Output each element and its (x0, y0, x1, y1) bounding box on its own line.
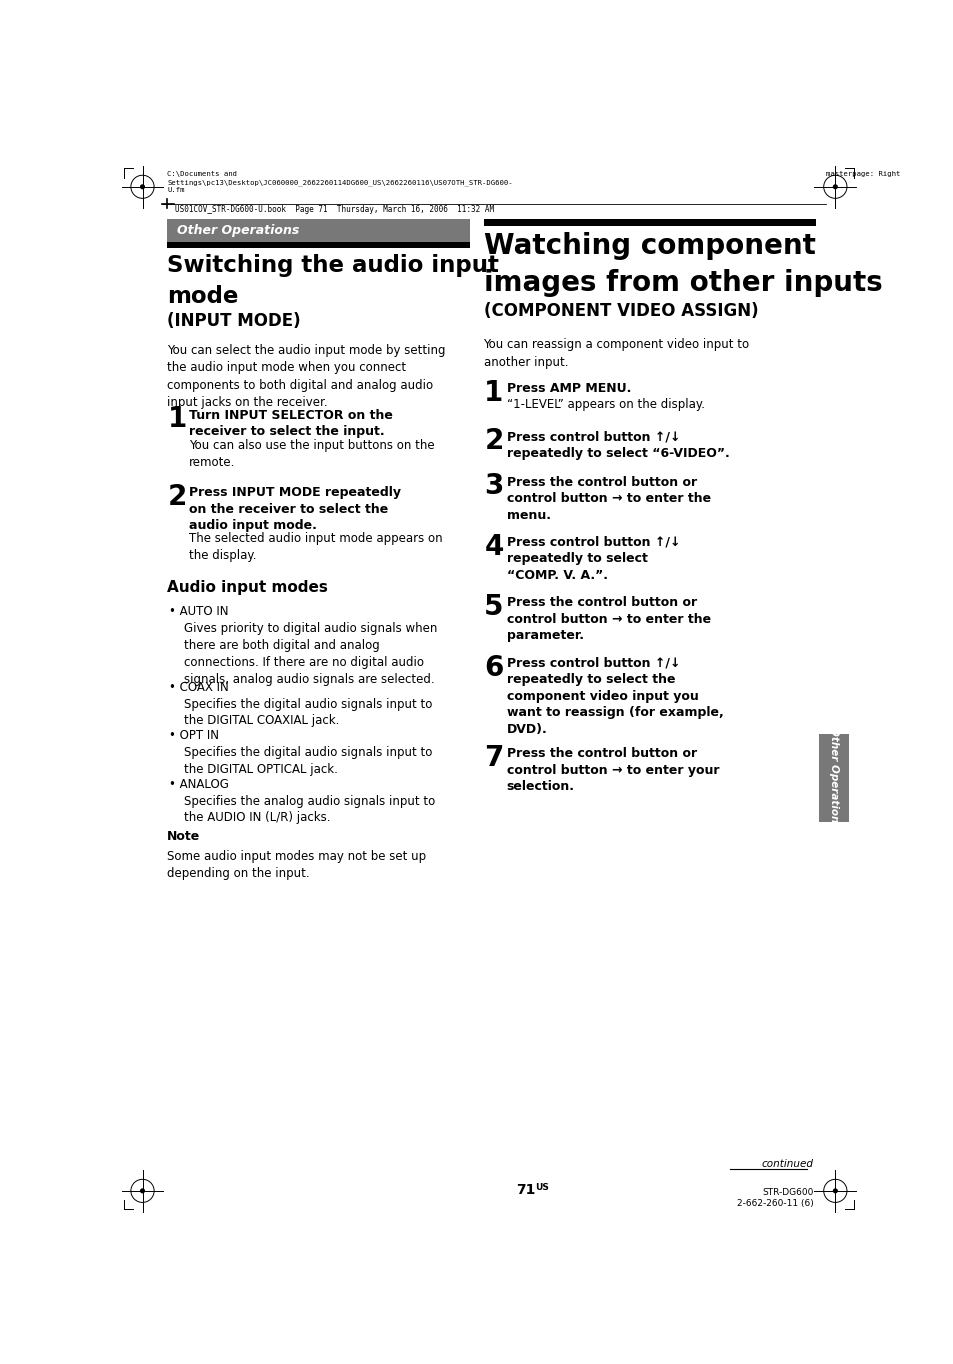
Text: Specifies the digital audio signals input to
the DIGITAL OPTICAL jack.: Specifies the digital audio signals inpu… (184, 746, 433, 776)
Text: mode: mode (167, 285, 238, 307)
Circle shape (832, 1188, 837, 1194)
Text: continued: continued (760, 1159, 813, 1169)
Text: Press control button ↑/↓
repeatedly to select “6-VIDEO”.: Press control button ↑/↓ repeatedly to s… (506, 430, 729, 460)
Bar (483, 220, 815, 226)
Text: Gives priority to digital audio signals when
there are both digital and analog
c: Gives priority to digital audio signals … (184, 622, 437, 686)
Text: 4: 4 (484, 533, 503, 561)
Text: 5: 5 (484, 593, 503, 622)
Bar (167, 243, 469, 248)
Text: Press control button ↑/↓
repeatedly to select the
component video input you
want: Press control button ↑/↓ repeatedly to s… (506, 657, 722, 735)
Text: Switching the audio input: Switching the audio input (167, 254, 498, 277)
Text: Press INPUT MODE repeatedly
on the receiver to select the
audio input mode.: Press INPUT MODE repeatedly on the recei… (189, 487, 400, 532)
Text: Turn INPUT SELECTOR on the
receiver to select the input.: Turn INPUT SELECTOR on the receiver to s… (189, 409, 393, 438)
Text: (COMPONENT VIDEO ASSIGN): (COMPONENT VIDEO ASSIGN) (483, 301, 758, 319)
Text: Press control button ↑/↓
repeatedly to select
“COMP. V. A.”.: Press control button ↑/↓ repeatedly to s… (506, 536, 679, 582)
Text: You can reassign a component video input to
another input.: You can reassign a component video input… (483, 338, 749, 370)
Text: 1: 1 (484, 379, 503, 408)
Text: Note: Note (167, 831, 200, 843)
Text: masterpage: Right: masterpage: Right (825, 172, 900, 177)
Text: US: US (535, 1183, 549, 1192)
Text: Press AMP MENU.: Press AMP MENU. (506, 382, 631, 396)
Text: • ANALOG: • ANALOG (169, 777, 229, 791)
Text: 6: 6 (484, 653, 503, 682)
Text: Some audio input modes may not be set up
depending on the input.: Some audio input modes may not be set up… (167, 850, 426, 880)
Text: Other Operations: Other Operations (176, 224, 298, 237)
Text: Specifies the analog audio signals input to
the AUDIO IN (L/R) jacks.: Specifies the analog audio signals input… (184, 795, 436, 824)
Text: 71: 71 (516, 1183, 535, 1198)
Text: Press the control button or
control button → to enter the
menu.: Press the control button or control butt… (506, 476, 710, 521)
Text: “1-LEVEL” appears on the display.: “1-LEVEL” appears on the display. (506, 398, 704, 411)
Text: You can select the audio input mode by setting
the audio input mode when you con: You can select the audio input mode by s… (167, 344, 445, 409)
Text: images from other inputs: images from other inputs (483, 269, 882, 297)
Text: Press the control button or
control button → to enter your
selection.: Press the control button or control butt… (506, 747, 719, 794)
Text: 1: 1 (168, 405, 187, 434)
Text: (INPUT MODE): (INPUT MODE) (167, 311, 300, 330)
Text: 3: 3 (484, 472, 503, 501)
Text: Other Operations: Other Operations (828, 727, 838, 829)
Text: Press the control button or
control button → to enter the
parameter.: Press the control button or control butt… (506, 596, 710, 642)
Text: 7: 7 (484, 745, 503, 772)
Text: You can also use the input buttons on the
remote.: You can also use the input buttons on th… (189, 439, 435, 469)
Bar (819, 734, 847, 822)
Text: The selected audio input mode appears on
the display.: The selected audio input mode appears on… (189, 532, 442, 562)
Circle shape (140, 1188, 145, 1194)
Text: Specifies the digital audio signals input to
the DIGITAL COAXIAL jack.: Specifies the digital audio signals inpu… (184, 697, 433, 727)
Text: • COAX IN: • COAX IN (169, 681, 229, 694)
Circle shape (140, 184, 145, 190)
Text: Audio input modes: Audio input modes (167, 580, 328, 595)
Text: 2: 2 (168, 483, 187, 512)
Text: C:\Documents and
Settings\pc13\Desktop\JC060000_2662260114DG600_US\2662260116\US: C:\Documents and Settings\pc13\Desktop\J… (167, 172, 513, 194)
Text: • AUTO IN: • AUTO IN (169, 606, 228, 618)
Text: Watching component: Watching component (483, 232, 815, 261)
Text: US01COV_STR-DG600-U.book  Page 71  Thursday, March 16, 2006  11:32 AM: US01COV_STR-DG600-U.book Page 71 Thursda… (174, 205, 494, 214)
Bar (167, 220, 469, 243)
Text: • OPT IN: • OPT IN (169, 730, 218, 742)
Text: 2: 2 (484, 427, 503, 456)
Circle shape (832, 184, 837, 190)
Text: STR-DG600
2-662-260-11 (6): STR-DG600 2-662-260-11 (6) (736, 1188, 813, 1209)
